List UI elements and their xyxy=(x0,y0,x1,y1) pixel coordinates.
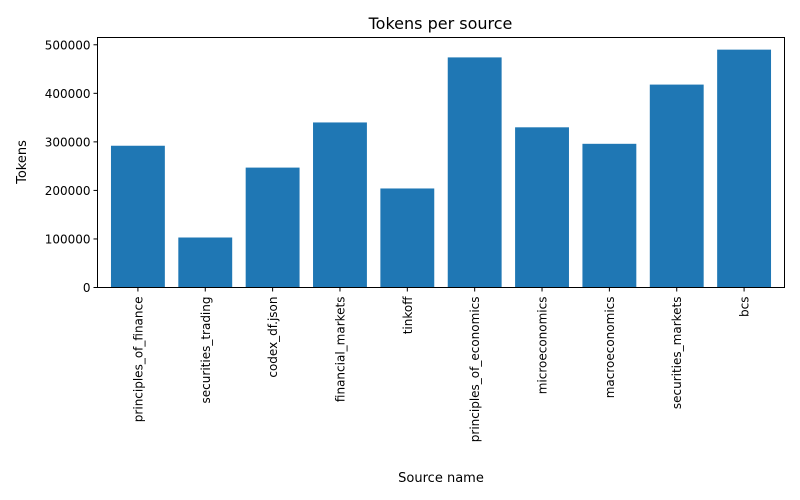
bar-financial_markets xyxy=(313,122,367,288)
x-axis-ticks: principles_of_finance securities_trading c… xyxy=(131,287,752,443)
y-tick-label: 300000 xyxy=(45,135,91,149)
y-tick-label: 400000 xyxy=(45,87,91,101)
x-tick-label: securities_trading xyxy=(199,297,213,404)
bar-bcs xyxy=(717,49,772,288)
bar-tinkoff xyxy=(380,188,435,288)
y-axis-label: Tokens xyxy=(15,140,30,185)
x-tick-label: financial_markets xyxy=(333,297,347,403)
bar-macroeconomics xyxy=(582,143,637,288)
y-axis-ticks: 0 100000 200000 300000 400000 500000 xyxy=(45,38,98,295)
bar-microeconomics xyxy=(515,127,569,288)
bars-group xyxy=(110,49,772,288)
x-tick-label: microeconomics xyxy=(536,297,550,395)
y-tick-label: 500000 xyxy=(45,38,91,52)
bar-securities_trading xyxy=(178,237,233,288)
bar-principles_of_finance xyxy=(110,145,165,288)
plot-frame xyxy=(97,37,785,288)
x-tick-label: bcs xyxy=(738,297,752,317)
bar-codex_df.json xyxy=(245,167,300,288)
chart-title: Tokens per source xyxy=(368,14,513,33)
bar-principles_of_economics xyxy=(447,57,502,288)
x-axis-label: Source name xyxy=(398,471,484,486)
x-tick-label: principles_of_economics xyxy=(468,297,482,443)
x-tick-label: codex_df.json xyxy=(266,297,280,378)
y-tick-label: 200000 xyxy=(45,184,91,198)
y-tick-label: 100000 xyxy=(45,232,91,246)
x-tick-label: tinkoff xyxy=(401,296,415,335)
bar-securities_markets xyxy=(649,84,704,288)
y-tick-label: 0 xyxy=(83,281,91,295)
x-tick-label: securities_markets xyxy=(670,297,684,410)
x-tick-label: principles_of_finance xyxy=(131,297,145,423)
x-tick-label: macroeconomics xyxy=(603,297,617,399)
